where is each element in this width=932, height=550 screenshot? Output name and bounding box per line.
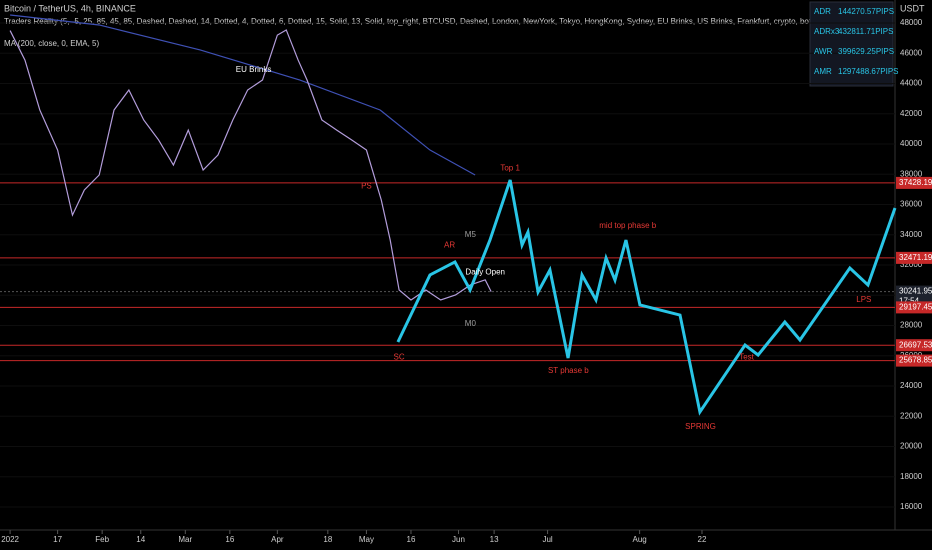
x-tick-label: 22 [698,535,707,544]
x-tick-label: 13 [490,535,499,544]
y-tick-label: 28000 [900,321,923,330]
x-tick-label: Mar [178,535,192,544]
y-tick-label: 18000 [900,472,923,481]
stat-label: ADRx3 [814,27,840,36]
countdown: 17:54 [899,297,920,306]
x-tick-label: 2022 [1,535,19,544]
annotation: ST phase b [548,366,589,375]
y-unit: USDT [900,3,925,13]
y-tick-label: 38000 [900,169,923,178]
stat-label: ADR [814,7,831,16]
y-tick-label: 20000 [900,442,923,451]
x-tick-label: 16 [225,535,234,544]
y-tick-label: 36000 [900,200,923,209]
price-tag [896,251,932,264]
indicator-legend: Traders Reality (5, -5, 25, 85, 45, 85, … [4,17,854,26]
annotation: SPRING [685,422,716,431]
annotation: M5 [465,230,477,239]
x-tick-label: Jun [452,535,465,544]
x-tick-label: 18 [323,535,332,544]
annotation: M0 [465,319,477,328]
y-tick-label: 22000 [900,411,923,420]
y-tick-label: 16000 [900,502,923,511]
ma-legend: MA (200, close, 0, EMA, 5) [4,39,99,48]
price-tag [896,339,932,352]
stat-value: 399629.25PIPS [838,47,894,56]
annotation: SC [394,352,405,361]
price-tag-label: 25678.85 [899,356,932,365]
x-tick-label: Aug [633,535,647,544]
x-tick-label: 14 [136,535,145,544]
annotation: mid top phase b [599,221,656,230]
price-tag-label: 37428.19 [899,178,932,187]
stat-value: 144270.57PIPS [838,7,894,16]
annotation: LPS [856,295,871,304]
price-tag-label: 26697.53 [899,340,932,349]
y-tick-label: 48000 [900,18,923,27]
x-tick-label: Jul [542,535,552,544]
annotation: Daily Open [465,268,505,277]
stat-label: AWR [814,47,833,56]
y-tick-label: 42000 [900,109,923,118]
annotation: EU Brinks [236,65,272,74]
y-tick-label: 32000 [900,260,923,269]
series-line [9,29,492,301]
price-tag [896,354,932,367]
x-tick-label: 17 [53,535,62,544]
annotation: Test [739,352,754,361]
symbol-legend: Bitcoin / TetherUS, 4h, BINANCE [4,3,136,13]
price-tag-label: 29197.45 [899,302,932,311]
y-tick-label: 24000 [900,381,923,390]
y-tick-label: 40000 [900,139,923,148]
price-tag-label: 30241.95 [899,287,932,296]
series-line [10,14,476,176]
x-tick-label: 16 [407,535,416,544]
x-tick-label: Apr [271,535,284,544]
y-tick-label: 46000 [900,48,923,57]
y-tick-label: 34000 [900,230,923,239]
x-tick-label: Feb [95,535,109,544]
stats-table [809,1,894,87]
stat-value: 1297488.67PIPS [838,67,899,76]
annotation: Top 1 [500,163,520,172]
price-tag [896,176,932,189]
stat-label: AMR [814,67,832,76]
price-tag-label: 32471.19 [899,253,932,262]
series-line [396,179,897,416]
x-tick-label: May [359,535,374,544]
price-tag [896,301,932,314]
y-tick-label: 44000 [900,79,923,88]
annotation: AR [444,240,455,249]
stat-value: 432811.71PIPS [838,27,893,36]
annotation: PS [361,181,372,190]
